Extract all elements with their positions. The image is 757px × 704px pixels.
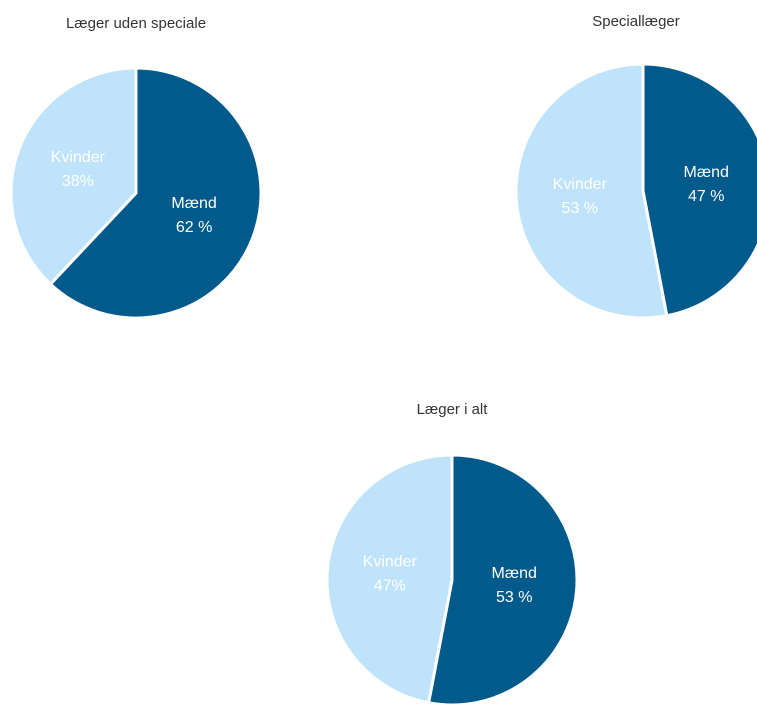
pie-slice — [514, 62, 669, 320]
pie-slice — [641, 62, 757, 318]
chart-title: Læger uden speciale — [66, 15, 206, 32]
slice-category: Kvinder — [553, 176, 608, 193]
slice-category: Mænd — [492, 565, 537, 582]
chart-title: Speciallæger — [592, 13, 680, 30]
slice-category: Kvinder — [363, 553, 418, 570]
slice-value-label: 47% — [374, 577, 406, 594]
slice-category: Mænd — [171, 195, 216, 212]
slice-value-label: 53 % — [562, 200, 598, 217]
pie-slice — [426, 453, 579, 704]
slice-value-label: 47 % — [688, 188, 724, 205]
slice-category: Mænd — [684, 164, 729, 181]
slice-value-label: 62 % — [176, 219, 212, 236]
slice-value-label: 38% — [62, 173, 94, 190]
slice-value-label: 53 % — [496, 589, 532, 606]
chart-title: Læger i alt — [417, 401, 489, 418]
slice-category: Kvinder — [51, 149, 106, 166]
pie-slice — [48, 66, 263, 320]
pie-slice — [9, 66, 138, 287]
pie-slice — [325, 453, 454, 704]
